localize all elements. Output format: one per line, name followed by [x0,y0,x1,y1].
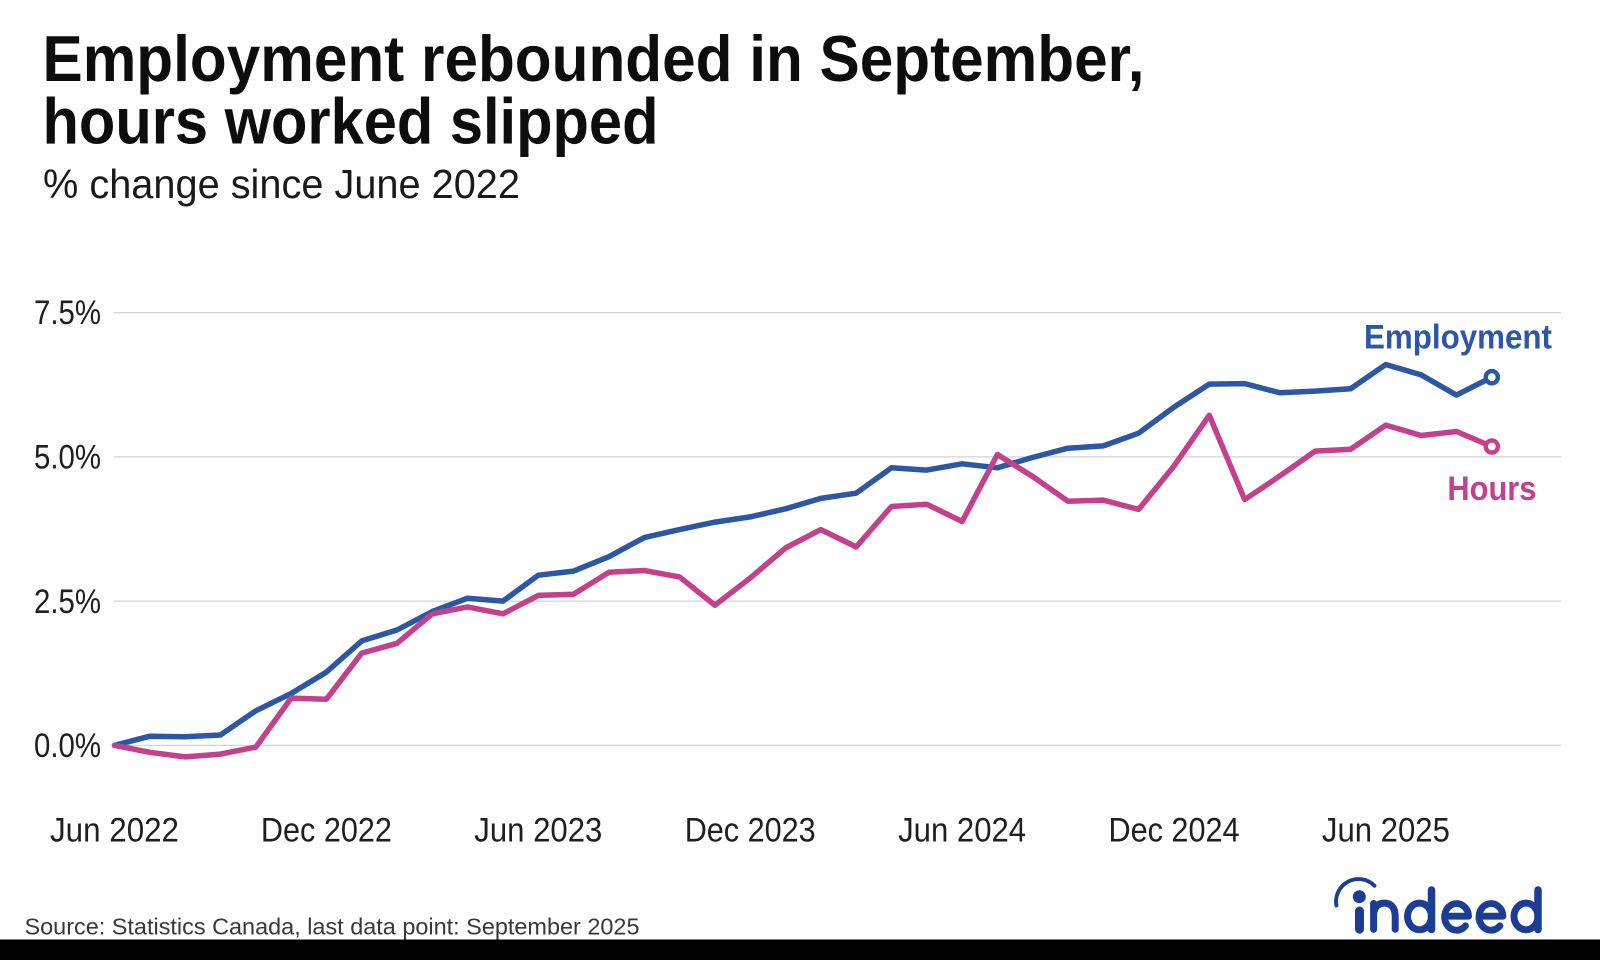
svg-text:Dec 2023: Dec 2023 [685,812,816,850]
svg-text:Hours: Hours [1447,470,1536,508]
svg-text:5.0%: 5.0% [34,439,101,477]
svg-text:% change since June 2022: % change since June 2022 [43,161,520,207]
svg-text:7.5%: 7.5% [34,294,101,332]
svg-text:hours worked slipped: hours worked slipped [43,85,659,158]
svg-text:Jun 2024: Jun 2024 [898,812,1026,850]
svg-text:Jun 2025: Jun 2025 [1322,812,1450,850]
svg-text:Employment: Employment [1364,319,1552,357]
svg-text:Jun 2022: Jun 2022 [50,812,179,850]
svg-text:Dec 2022: Dec 2022 [261,812,392,850]
svg-text:0.0%: 0.0% [34,727,101,765]
svg-text:Jun 2023: Jun 2023 [474,812,602,850]
svg-text:Dec 2024: Dec 2024 [1109,812,1240,850]
svg-text:Source: Statistics Canada, las: Source: Statistics Canada, last data poi… [25,914,640,940]
svg-text:Employment rebounded in Septem: Employment rebounded in September, [43,22,1145,95]
svg-text:2.5%: 2.5% [34,583,101,621]
